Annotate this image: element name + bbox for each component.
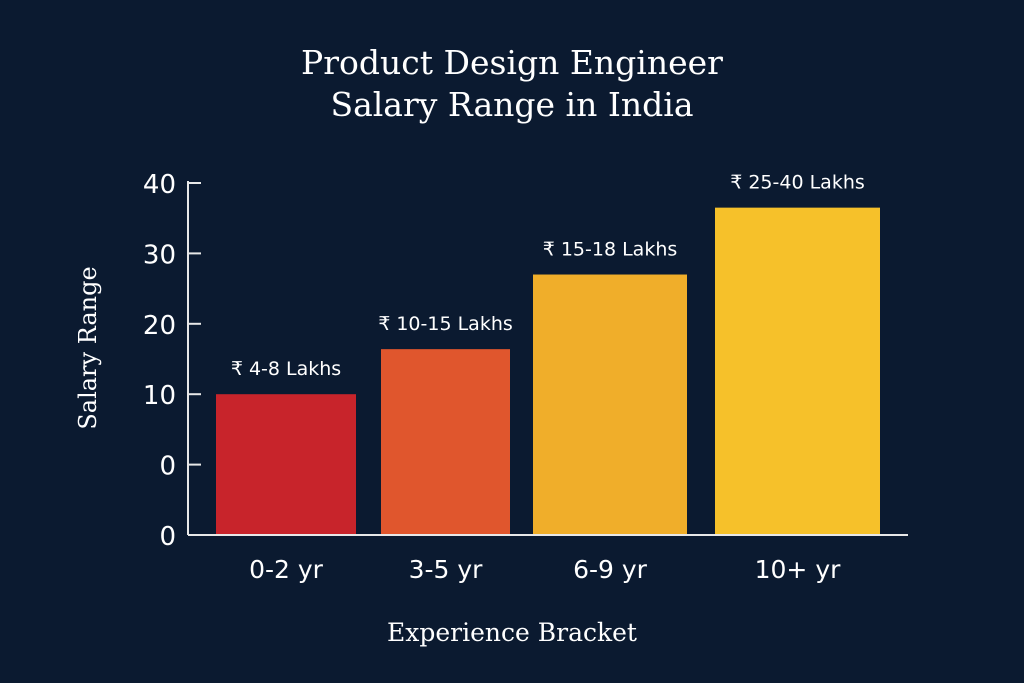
y-tick-label: 30 [143,240,176,270]
y-tick-label: 0 [159,522,176,552]
x-tick-label: 6-9 yr [573,555,648,584]
chart-title-line-2: Salary Range in India [330,85,694,124]
x-tick-label: 0-2 yr [249,555,324,584]
y-tick-label: 10 [143,381,176,411]
bar-data-label: ₹ 4-8 Lakhs [231,358,341,380]
y-axis-label: Salary Range [74,266,102,429]
bar-3-5-yr [381,349,510,534]
bar-data-label: ₹ 15-18 Lakhs [543,239,678,261]
bar-data-label: ₹ 10-15 Lakhs [378,313,513,335]
x-tick-label: 10+ yr [755,555,842,584]
chart-title-line-1: Product Design Engineer [301,43,723,82]
y-tick-label: 20 [143,311,176,341]
bar-10-yr [715,207,880,534]
bar-6-9-yr [533,274,687,534]
y-tick-label: 40 [143,170,176,200]
bar-0-2-yr [216,394,356,534]
x-axis-label: Experience Bracket [387,618,637,647]
x-tick-label: 3-5 yr [409,555,484,584]
bar-data-label: ₹ 25-40 Lakhs [730,172,865,194]
y-tick-label: 0 [159,452,176,482]
